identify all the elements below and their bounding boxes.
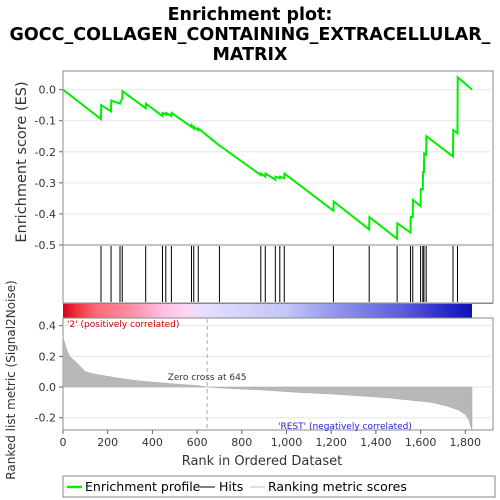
x-axis-title: Rank in Ordered Dataset bbox=[182, 454, 343, 469]
positive-correlation-label: '2' (positively correlated) bbox=[67, 320, 179, 330]
x-tick-label: 1,600 bbox=[405, 436, 437, 449]
x-tick-label: 600 bbox=[187, 436, 208, 449]
x-tick-label: 1,000 bbox=[271, 436, 303, 449]
hit-markers bbox=[100, 246, 458, 302]
legend-enrichment-label: Enrichment profile bbox=[85, 479, 201, 494]
es-tick-label: 0.0 bbox=[39, 84, 57, 97]
x-tick-label: 1,400 bbox=[360, 436, 392, 449]
legend-hits-label: Hits bbox=[219, 479, 243, 494]
es-panel-frame bbox=[62, 70, 494, 246]
zero-cross-label: Zero cross at 645 bbox=[168, 373, 247, 383]
enrichment-score-panel: 0.0 -0.1 -0.2 -0.3 -0.4 -0.5 bbox=[35, 70, 494, 252]
es-tick-label: -0.2 bbox=[35, 146, 56, 159]
x-axis: 0 200 400 600 800 1,000 1,200 1,400 1,600 1,800 bbox=[60, 430, 482, 449]
es-y-axis-title: Enrichment score (ES) bbox=[14, 81, 30, 242]
metric-tick-label: -0.2 bbox=[35, 412, 56, 425]
x-tick-label: 1,800 bbox=[450, 436, 482, 449]
metric-tick-label: 0.2 bbox=[39, 350, 57, 363]
es-tick-label: -0.5 bbox=[35, 239, 56, 252]
negative-correlation-label: 'REST' (negatively correlated) bbox=[278, 422, 412, 432]
plot-title-line-1: Enrichment plot: bbox=[168, 5, 333, 25]
es-y-axis-ticks: 0.0 -0.1 -0.2 -0.3 -0.4 -0.5 bbox=[35, 84, 63, 252]
ranking-metric-area bbox=[62, 336, 473, 431]
es-tick-label: -0.3 bbox=[35, 177, 56, 190]
enrichment-profile-line bbox=[62, 75, 473, 241]
plot-title-line-2: GOCC_COLLAGEN_CONTAINING_EXTRACELLULAR_ bbox=[10, 25, 491, 45]
metric-tick-label: 0.0 bbox=[39, 381, 57, 394]
hits-panel-frame bbox=[62, 244, 494, 304]
legend-metric-label: Ranking metric scores bbox=[268, 479, 407, 494]
metric-y-axis-ticks: 0.4 0.2 0.0 -0.2 bbox=[35, 320, 63, 425]
es-tick-label: -0.1 bbox=[35, 115, 56, 128]
x-tick-label: 400 bbox=[142, 436, 163, 449]
hits-heat-separator bbox=[63, 303, 493, 304]
legend-frame bbox=[62, 475, 496, 498]
legend: Enrichment profile Hits Ranking metric s… bbox=[62, 475, 496, 498]
hits-panel bbox=[62, 244, 494, 304]
x-tick-label: 0 bbox=[60, 436, 67, 449]
plot-title-line-3: MATRIX bbox=[212, 45, 288, 65]
metric-tick-label: 0.4 bbox=[39, 320, 57, 333]
x-tick-label: 1,200 bbox=[315, 436, 347, 449]
es-tick-label: -0.4 bbox=[35, 208, 56, 221]
metric-y-axis-title: Ranked list metric (Signal2Noise) bbox=[4, 280, 18, 479]
x-tick-label: 200 bbox=[97, 436, 118, 449]
ranking-heatmap-bar bbox=[63, 304, 472, 318]
ranking-metric-panel: Zero cross at 645 '2' (positively correl… bbox=[35, 317, 494, 432]
x-tick-label: 800 bbox=[231, 436, 252, 449]
metric-panel-frame bbox=[62, 317, 494, 431]
